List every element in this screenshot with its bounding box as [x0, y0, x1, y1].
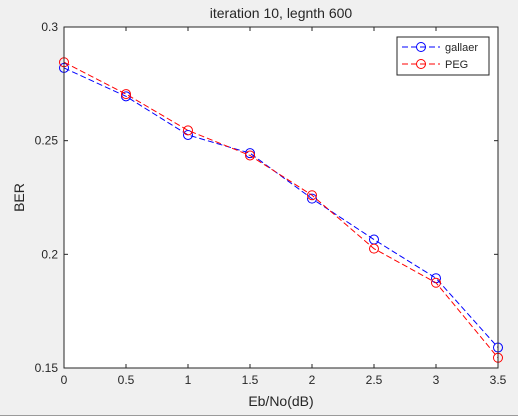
y-axis-label: BER [11, 183, 27, 212]
legend: gallaer PEG [396, 36, 490, 76]
y-tick-label: 0.3 [41, 20, 58, 34]
data-point-PEG [307, 190, 317, 201]
chart-title: iteration 10, legnth 600 [210, 5, 353, 21]
x-tick-label: 2.5 [366, 373, 383, 387]
y-tick-label: 0.15 [35, 361, 59, 375]
x-tick-label: 2 [309, 373, 316, 387]
x-tick-label: 0.5 [118, 373, 135, 387]
x-tick-label: 3.5 [490, 373, 507, 387]
x-tick-label: 3 [433, 373, 440, 387]
x-tick-label: 1.5 [242, 373, 259, 387]
y-tick-label: 0.25 [35, 134, 59, 148]
data-point-PEG [183, 125, 193, 136]
x-tick-label: 1 [185, 373, 192, 387]
legend-label: gallaer [445, 42, 478, 54]
data-point-PEG [369, 243, 379, 254]
axes-box [63, 26, 499, 369]
series-PEG [59, 57, 503, 363]
data-point-PEG [245, 150, 255, 161]
legend-marker-gallaer [416, 42, 426, 52]
data-point-gallaer [183, 129, 193, 140]
series-line-PEG [63, 61, 499, 359]
y-tick-label: 0.2 [41, 247, 58, 261]
legend-label: PEG [445, 59, 468, 71]
x-tick-label: 0 [61, 373, 68, 387]
tick-marks [63, 26, 499, 369]
legend-box [396, 36, 490, 76]
data-point-PEG [121, 89, 131, 100]
data-point-PEG [431, 277, 441, 288]
data-point-gallaer [307, 193, 317, 204]
axes-background [64, 27, 498, 368]
legend-marker-PEG [416, 59, 426, 69]
tick-labels: 0 0.5 1 1.5 2 2.5 3 3.5 0.15 0.2 0.25 0.3 [35, 20, 507, 387]
x-axis-label: Eb/No(dB) [248, 393, 313, 409]
